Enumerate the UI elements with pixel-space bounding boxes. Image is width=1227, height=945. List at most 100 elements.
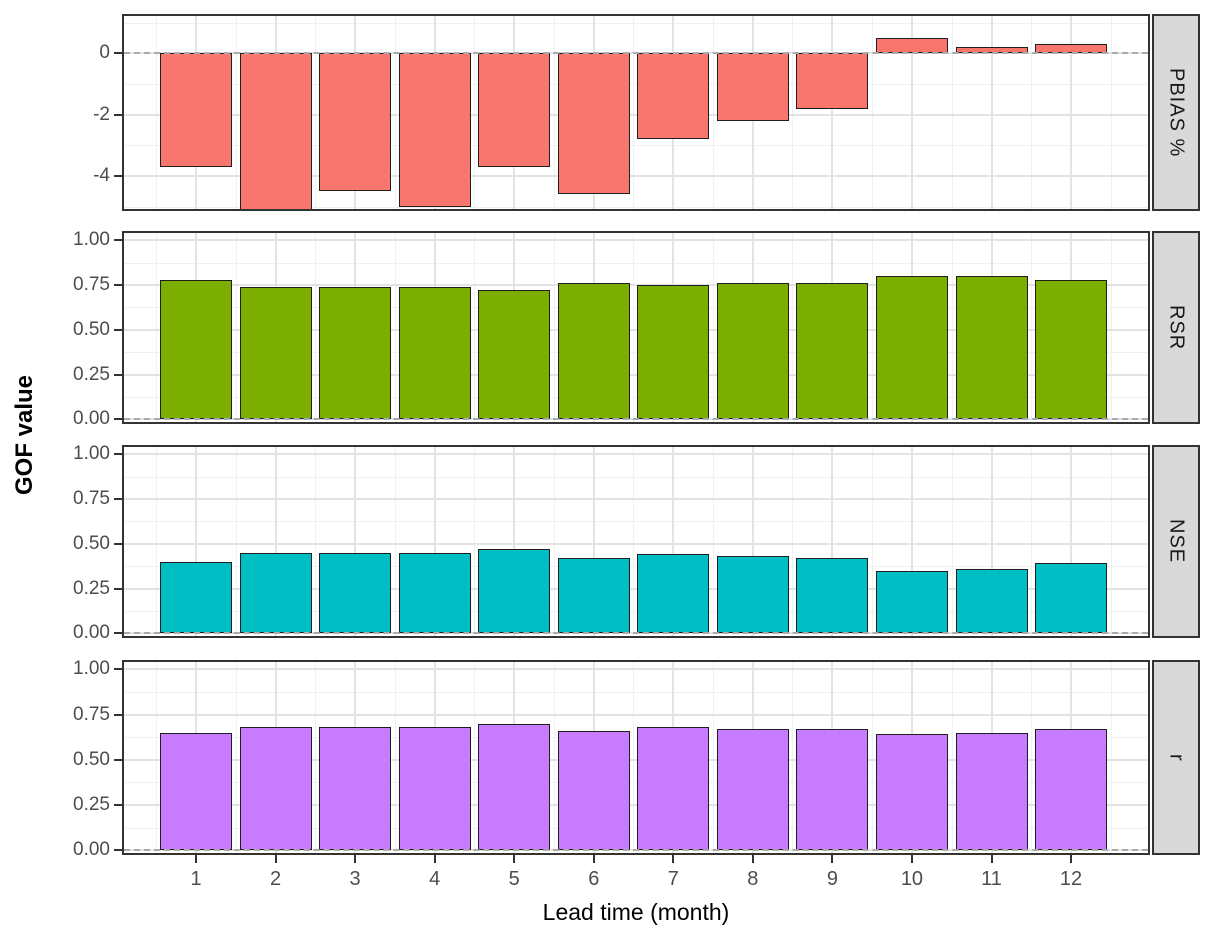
gridline-vertical-minor <box>1031 16 1033 209</box>
gridline-vertical-minor <box>315 662 317 853</box>
gridline-horizontal-minor <box>124 610 1148 612</box>
zero-reference-line <box>124 632 1148 635</box>
y-tick-mark <box>114 418 122 421</box>
gridline-vertical-minor <box>871 662 873 853</box>
bar-month-1 <box>160 561 232 634</box>
facet-panel-1 <box>122 14 1150 211</box>
x-tick-label: 4 <box>429 868 441 890</box>
bar-month-6 <box>557 283 630 420</box>
gridline-horizontal-minor <box>124 352 1148 354</box>
x-tick-label: 10 <box>900 868 924 890</box>
y-tick-mark <box>114 587 122 590</box>
gridline-horizontal-minor <box>124 476 1148 478</box>
gridline-vertical-minor <box>1031 233 1033 422</box>
y-tick-mark <box>114 283 122 286</box>
y-tick-label: 0.75 <box>73 487 110 509</box>
gridline-horizontal-minor <box>124 737 1148 739</box>
y-tick-label: 0 <box>99 42 110 64</box>
bar-month-9 <box>796 53 869 109</box>
facet-strip-4: r <box>1152 660 1200 855</box>
x-tick-label: 3 <box>349 868 361 890</box>
x-tick-mark <box>990 855 993 863</box>
bar-month-1 <box>160 732 232 851</box>
gridline-horizontal-minor <box>124 307 1148 309</box>
y-tick-mark <box>114 758 122 761</box>
x-tick-label: 6 <box>588 868 600 890</box>
bar-month-3 <box>319 286 392 420</box>
x-tick-label: 11 <box>981 868 1002 890</box>
bar-month-1 <box>160 279 232 420</box>
gridline-vertical-minor <box>156 447 157 636</box>
x-axis-title: Lead time (month) <box>542 899 730 925</box>
x-tick-mark <box>513 855 516 863</box>
gridline-vertical-major <box>195 447 197 636</box>
gridline-vertical-minor <box>474 233 476 422</box>
gridline-vertical-minor <box>871 233 873 422</box>
gridline-vertical-minor <box>235 447 237 636</box>
bar-month-6 <box>557 558 630 634</box>
x-tick-mark <box>910 855 913 863</box>
bar-month-1 <box>160 53 232 167</box>
y-tick-mark <box>114 373 122 376</box>
y-tick-label: 0.00 <box>73 839 110 861</box>
bar-month-10 <box>875 275 948 420</box>
gridline-vertical-major <box>513 447 516 636</box>
gridline-vertical-minor <box>394 662 396 853</box>
bar-month-2 <box>239 552 312 634</box>
gridline-horizontal-major <box>124 668 1148 671</box>
y-tick-mark <box>114 849 122 852</box>
gridline-vertical-minor <box>553 16 555 209</box>
gridline-vertical-major <box>910 447 913 636</box>
bar-month-7 <box>637 727 710 851</box>
x-tick-label: 2 <box>269 868 282 890</box>
facet-strip-3: NSE <box>1152 445 1200 638</box>
x-tick-mark <box>672 855 675 863</box>
y-tick-mark <box>114 542 122 545</box>
y-tick-label: 0.25 <box>73 577 110 599</box>
bar-month-5 <box>478 723 551 851</box>
gridline-vertical-minor <box>315 233 317 422</box>
x-tick-mark <box>274 855 277 863</box>
gridline-vertical-major <box>1070 16 1073 209</box>
x-tick-label: 5 <box>508 868 520 890</box>
gridline-horizontal-major <box>124 328 1148 331</box>
y-tick-mark <box>114 497 122 500</box>
bar-month-12 <box>1035 279 1108 420</box>
gridline-vertical-minor <box>792 16 794 209</box>
gridline-vertical-minor <box>871 16 873 209</box>
x-tick-mark <box>195 855 197 863</box>
y-tick-mark <box>114 52 122 55</box>
facet-panel-3 <box>122 445 1150 638</box>
gridline-horizontal-minor <box>124 145 1148 147</box>
gridline-horizontal-minor <box>124 566 1148 568</box>
bar-month-12 <box>1035 563 1108 634</box>
gridline-horizontal-major <box>124 542 1148 545</box>
gridline-vertical-minor <box>553 233 555 422</box>
bar-month-11 <box>955 275 1028 420</box>
x-tick-label: 1 <box>190 868 202 890</box>
gridline-horizontal-minor <box>124 782 1148 784</box>
gridline-vertical-minor <box>1110 16 1112 209</box>
gridline-vertical-minor <box>1110 447 1112 636</box>
gridline-horizontal-minor <box>124 827 1148 829</box>
bar-month-11 <box>955 568 1028 634</box>
y-tick-mark <box>114 113 122 116</box>
gridline-horizontal-major <box>124 239 1148 242</box>
y-tick-label: 1.00 <box>73 658 110 680</box>
gridline-horizontal-minor <box>124 22 1148 24</box>
bar-month-8 <box>716 728 789 851</box>
gridline-vertical-minor <box>235 233 237 422</box>
x-tick-mark <box>433 855 436 863</box>
gridline-vertical-minor <box>156 662 157 853</box>
gridline-horizontal-minor <box>124 691 1148 693</box>
bar-month-9 <box>796 558 869 634</box>
bar-month-2 <box>239 286 312 420</box>
gridline-vertical-minor <box>394 233 396 422</box>
bar-month-8 <box>716 53 789 121</box>
facet-strip-2: RSR <box>1152 231 1200 424</box>
gridline-vertical-minor <box>553 662 555 853</box>
gridline-vertical-minor <box>1031 447 1033 636</box>
bar-month-3 <box>319 552 392 634</box>
bar-month-5 <box>478 290 551 420</box>
gridline-vertical-minor <box>315 16 317 209</box>
